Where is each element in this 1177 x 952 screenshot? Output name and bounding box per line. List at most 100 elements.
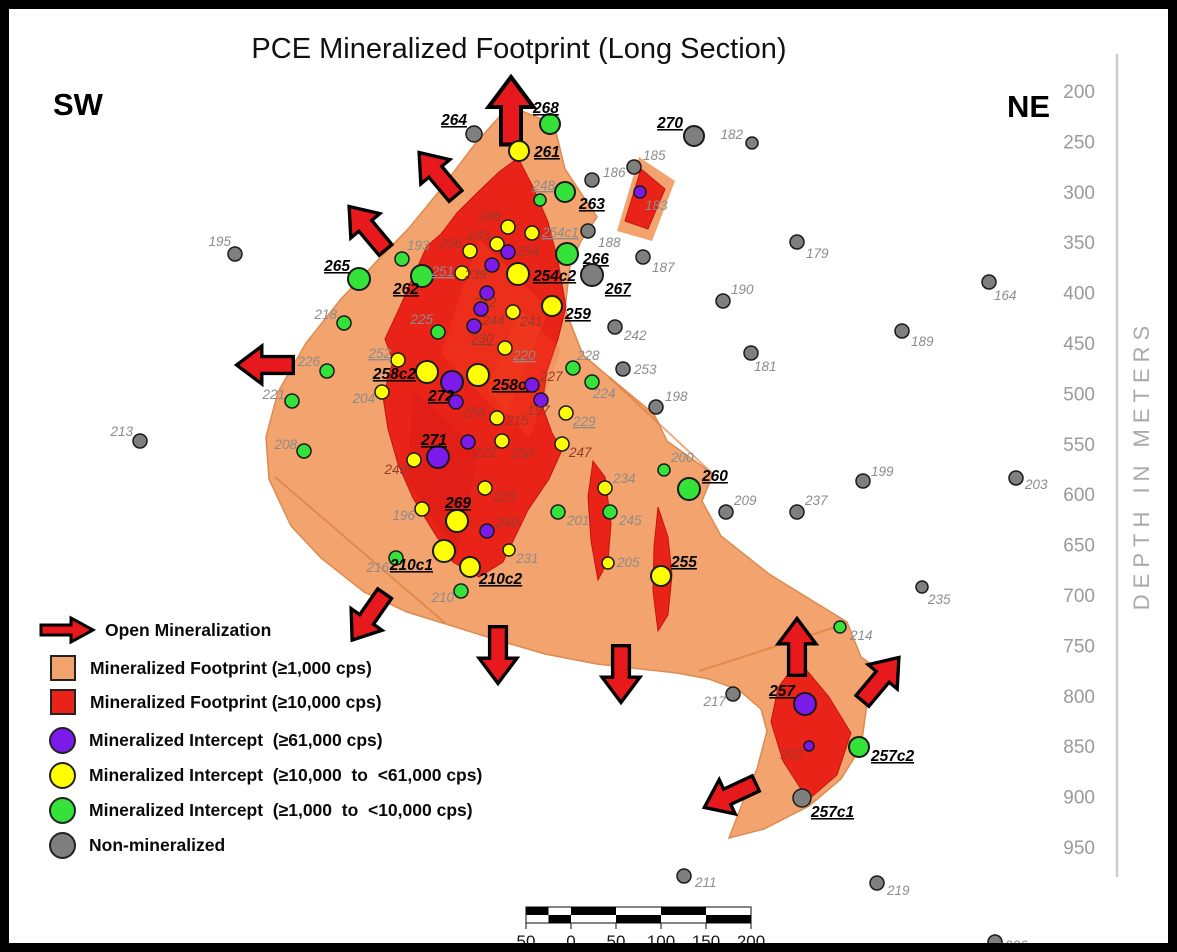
data-point-187 <box>635 249 651 265</box>
data-point-251 <box>454 265 470 281</box>
point-label-227: 227 <box>539 369 563 384</box>
legend-nonmin-label: Non-mineralized <box>89 834 226 855</box>
data-point-186 <box>584 172 600 188</box>
point-label-210: 210 <box>430 590 454 605</box>
footprint-1000-swatch-icon <box>50 655 76 681</box>
data-point-181 <box>743 345 759 361</box>
scale-bar-segment <box>616 915 661 923</box>
point-label-231: 231 <box>515 551 539 566</box>
point-label-218: 218 <box>313 307 337 322</box>
footprint-10000-swatch-icon <box>50 689 76 715</box>
data-point-209 <box>718 504 734 520</box>
open-mineralization-arrow <box>347 204 395 258</box>
point-label-245: 245 <box>618 513 642 528</box>
data-point-257 <box>793 692 817 716</box>
depth-tick-label: 500 <box>1063 384 1095 405</box>
point-label-228: 228 <box>576 348 600 363</box>
data-point-248 <box>533 193 547 207</box>
legend-intercept-61000: Mineralized Intercept (≥61,000 cps) <box>37 724 383 756</box>
data-point-223 <box>477 480 493 496</box>
point-label-254c1: 254c1 <box>541 225 579 240</box>
scale-bar-segment <box>706 915 751 923</box>
point-label-211: 211 <box>694 875 717 890</box>
legend-fp2-label: Mineralized Footprint (≥10,000 cps) <box>90 691 382 712</box>
point-label-205: 205 <box>616 555 640 570</box>
depth-tick-label: 850 <box>1063 737 1095 758</box>
point-label-258c2: 258c2 <box>372 366 416 383</box>
data-point-270 <box>683 125 705 147</box>
open-mineralization-arrow-icon <box>39 615 97 645</box>
point-label-203: 203 <box>1024 477 1048 492</box>
data-point-217 <box>725 686 741 702</box>
legend-open-label: Open Mineralization <box>105 619 272 640</box>
point-label-240: 240 <box>495 515 519 530</box>
point-label-225: 225 <box>409 312 433 327</box>
data-point-272 <box>440 370 464 394</box>
open-mineralization-arrow <box>349 586 394 643</box>
data-point-257c2 <box>848 736 870 758</box>
point-label-213: 213 <box>109 424 133 439</box>
data-point-219 <box>869 875 885 891</box>
point-label-250: 250 <box>510 446 534 461</box>
data-point-259 <box>541 295 563 317</box>
depth-tick-label: 750 <box>1063 636 1095 657</box>
open-mineralization-arrow <box>417 150 465 204</box>
point-label-235: 235 <box>927 592 951 607</box>
point-label-219: 219 <box>886 883 910 898</box>
data-point-229 <box>558 405 574 421</box>
data-point-266 <box>555 242 579 266</box>
data-point-204 <box>374 384 390 400</box>
point-label-257: 257 <box>768 683 796 700</box>
scale-bar-segment <box>548 915 571 923</box>
data-point-242 <box>607 319 623 335</box>
open-mineralization-arrow <box>774 615 820 677</box>
data-point-256 <box>448 394 464 410</box>
point-label-182: 182 <box>720 127 743 142</box>
data-point-253 <box>615 361 631 377</box>
footprint-10000-satellite <box>624 168 666 230</box>
point-label-269: 269 <box>444 495 471 512</box>
point-label-258c1: 258c1 <box>491 377 535 394</box>
footprint-crease-line <box>274 476 446 624</box>
depth-tick-label: 300 <box>1063 183 1095 204</box>
scale-bar-label: 50 <box>607 932 626 943</box>
footprint-facet <box>487 309 561 439</box>
point-label-265: 265 <box>323 258 350 275</box>
open-mineralization-arrow <box>853 655 901 709</box>
point-label-206: 206 <box>1004 938 1028 943</box>
data-point-185 <box>626 159 642 175</box>
point-label-246: 246 <box>477 209 501 224</box>
point-label-223: 223 <box>492 489 516 504</box>
data-point-224 <box>584 374 600 390</box>
point-label-267: 267 <box>604 281 632 298</box>
data-point-215 <box>489 410 505 426</box>
point-label-253: 253 <box>633 362 657 377</box>
data-point-243 <box>489 236 505 252</box>
data-point-210c1 <box>432 539 456 563</box>
data-point-231 <box>502 543 516 557</box>
scale-bar-segment <box>571 907 616 915</box>
point-label-198: 198 <box>665 389 688 404</box>
data-point-264 <box>465 125 483 143</box>
data-point-199 <box>855 473 871 489</box>
point-label-221: 221 <box>261 387 285 402</box>
point-label-193: 193 <box>407 238 430 253</box>
data-point-232 <box>479 285 495 301</box>
point-label-234: 234 <box>612 471 636 486</box>
purple-intercept-dot-icon <box>49 726 76 754</box>
data-point-206 <box>987 934 1003 943</box>
scale-bar-segment <box>526 907 549 915</box>
green-intercept-dot-icon <box>49 796 76 824</box>
point-label-217: 217 <box>702 694 726 709</box>
point-label-222: 222 <box>473 445 497 460</box>
data-point-240 <box>479 523 495 539</box>
data-point-213 <box>132 433 148 449</box>
depth-tick-label: 400 <box>1063 284 1095 305</box>
data-point-271 <box>426 445 450 469</box>
point-label-189: 189 <box>911 334 934 349</box>
point-label-272: 272 <box>427 388 454 405</box>
point-label-195: 195 <box>208 234 231 249</box>
point-label-256: 256 <box>462 405 486 420</box>
point-label-242: 242 <box>623 328 647 343</box>
data-point-225 <box>430 324 446 340</box>
